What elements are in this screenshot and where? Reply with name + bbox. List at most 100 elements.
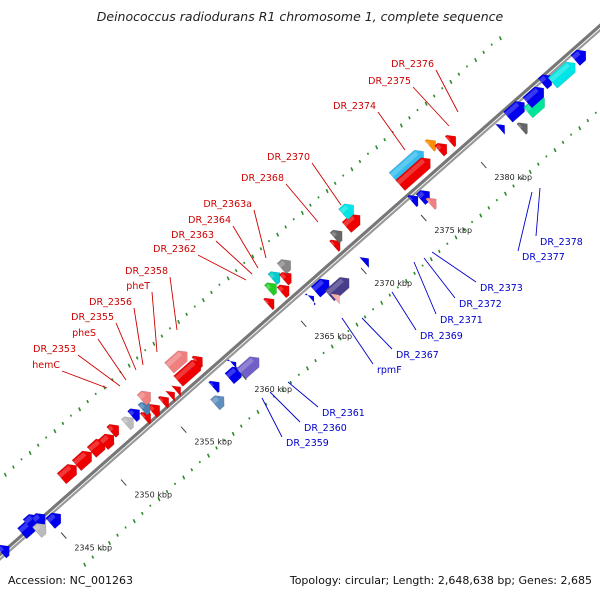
gene-arrow[interactable] — [147, 403, 161, 418]
gene-arrow[interactable] — [425, 197, 437, 210]
tick-mark — [60, 532, 67, 539]
gene-arrow[interactable] — [424, 139, 437, 152]
gene-arrow[interactable] — [276, 259, 292, 275]
gc-dot — [338, 337, 342, 341]
gene-label[interactable]: hemC — [32, 360, 60, 371]
gene-label[interactable]: DR_2356 — [89, 297, 132, 308]
gene-labels[interactable]: hemC DR_2353 pheS DR_2355 DR_2356 pheT DR_2358… — [32, 59, 583, 449]
gene-arrow[interactable] — [157, 395, 170, 409]
gene-label[interactable]: pheS — [72, 328, 96, 339]
gene-label[interactable]: DR_2371 — [440, 315, 483, 326]
gene-label[interactable]: DR_2360 — [304, 423, 347, 434]
gene-arrow[interactable] — [328, 239, 341, 253]
gene-arrow[interactable] — [415, 189, 431, 206]
gene-label[interactable]: DR_2370 — [267, 152, 310, 163]
gene-arrow-shine — [159, 397, 164, 403]
gene-arrow[interactable] — [395, 157, 431, 192]
gene-arrow[interactable] — [329, 293, 341, 305]
leader-line — [61, 370, 108, 389]
gene-label[interactable]: DR_2369 — [420, 331, 463, 342]
gene-arrow[interactable] — [267, 271, 281, 286]
gene-arrow[interactable] — [226, 359, 239, 372]
gene-arrow[interactable] — [71, 450, 93, 472]
gene-arrow[interactable] — [494, 123, 506, 136]
gene-arrow[interactable] — [406, 194, 419, 208]
gene-arrow[interactable] — [164, 390, 176, 403]
gene-arrow[interactable] — [358, 256, 370, 269]
gene-label[interactable]: DR_2358 — [125, 266, 168, 277]
gene-arrow-shine — [122, 417, 129, 424]
gene-arrow[interactable] — [0, 544, 10, 559]
gene-label[interactable]: DR_2367 — [396, 350, 439, 361]
gene-arrow[interactable] — [127, 408, 141, 423]
gene-arrow[interactable] — [137, 401, 151, 416]
gene-label[interactable]: DR_2368 — [241, 173, 284, 184]
gene-arrow[interactable] — [278, 271, 292, 286]
gene-arrow[interactable] — [191, 355, 203, 369]
gene-label[interactable]: DR_2378 — [540, 237, 583, 248]
gene-arrow-shine — [435, 144, 442, 151]
gc-dot — [190, 468, 194, 472]
leader-line — [287, 381, 319, 408]
gene-arrow[interactable] — [262, 297, 275, 311]
gene-label[interactable]: pheT — [126, 281, 150, 292]
gene-arrow-shine — [23, 515, 33, 524]
gene-arrow-shine — [99, 435, 109, 444]
gene-label[interactable]: DR_2363 — [171, 230, 214, 241]
gene-arrow[interactable] — [139, 411, 152, 425]
gene-label[interactable]: DR_2364 — [188, 215, 231, 226]
gene-label[interactable]: DR_2359 — [286, 438, 329, 449]
gene-arrow[interactable] — [209, 395, 225, 411]
gc-dot — [383, 137, 387, 142]
gene-label[interactable]: rpmF — [377, 365, 402, 376]
gene-arrow[interactable] — [434, 142, 448, 157]
gene-arrow-shine — [312, 279, 324, 292]
gene-arrow[interactable] — [56, 463, 78, 485]
gene-label[interactable]: DR_2362 — [153, 244, 196, 255]
gene-arrow[interactable] — [136, 390, 152, 406]
gene-arrow[interactable] — [444, 134, 457, 148]
gene-arrow[interactable] — [170, 385, 182, 398]
gene-arrow[interactable] — [208, 380, 220, 394]
gene-arrow[interactable] — [263, 282, 277, 297]
gc-dot — [490, 43, 493, 46]
gene-label[interactable]: DR_2376 — [391, 59, 434, 70]
gene-arrow[interactable] — [304, 293, 317, 307]
gene-arrow[interactable] — [516, 122, 528, 135]
gc-dot — [449, 79, 453, 85]
gene-arrow[interactable] — [338, 203, 355, 221]
gc-dot — [297, 373, 300, 376]
chromosome-backbone — [0, 23, 600, 561]
gene-label[interactable]: DR_2375 — [368, 76, 411, 87]
gene-arrow[interactable] — [45, 512, 62, 530]
gene-arrow[interactable] — [324, 276, 350, 302]
gene-arrow[interactable] — [106, 423, 120, 438]
gene-arrow[interactable] — [522, 86, 545, 109]
gene-arrow[interactable] — [164, 350, 188, 374]
gene-arrow[interactable] — [570, 49, 587, 67]
gc-dot — [363, 315, 367, 319]
gc-dot — [317, 196, 320, 199]
gene-arrow[interactable] — [547, 61, 576, 89]
tick-label: 2370 kbp — [374, 279, 412, 288]
gene-arrow-shine — [277, 285, 284, 292]
gene-label[interactable]: DR_2377 — [522, 252, 565, 263]
gene-label[interactable]: DR_2363a — [203, 199, 252, 210]
gene-label[interactable]: DR_2361 — [322, 408, 365, 419]
gene-arrow-shine — [305, 294, 311, 300]
gene-label[interactable]: DR_2353 — [33, 344, 76, 355]
gc-dot — [206, 453, 211, 458]
gene-arrow[interactable] — [329, 229, 343, 244]
gene-features[interactable] — [0, 49, 587, 559]
gene-arrow[interactable] — [276, 284, 290, 299]
gene-arrow[interactable] — [310, 278, 330, 298]
gene-label[interactable]: DR_2374 — [333, 101, 376, 112]
gene-arrow[interactable] — [120, 416, 134, 431]
gene-label[interactable]: DR_2355 — [71, 312, 114, 323]
gene-arrow-shine — [225, 368, 237, 378]
gene-label[interactable]: DR_2372 — [459, 299, 502, 310]
gene-arrow[interactable] — [98, 433, 115, 451]
gene-label[interactable]: DR_2373 — [480, 283, 523, 294]
gene-arrow[interactable] — [31, 522, 47, 539]
